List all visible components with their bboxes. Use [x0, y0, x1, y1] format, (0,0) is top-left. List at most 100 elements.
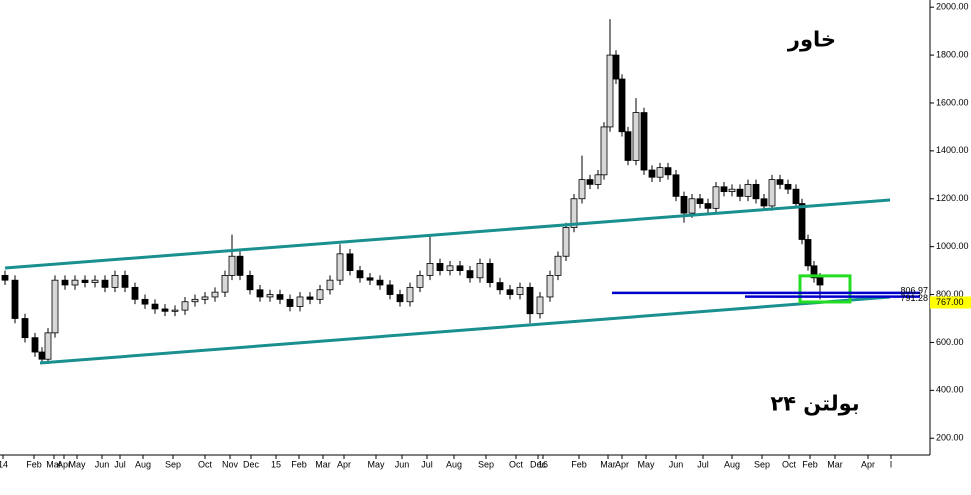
candle-body [256, 289, 264, 298]
y-tick-label: 400.00 [936, 385, 964, 395]
candle-body [594, 174, 602, 185]
y-tick-label: 1800.00 [936, 49, 969, 59]
level-label: 806.97 [900, 285, 928, 295]
candle-body [704, 203, 712, 209]
y-tick-label: 800.00 [936, 289, 964, 299]
candle-body [326, 279, 334, 291]
x-tick-label: Jun [669, 459, 684, 469]
x-tick-label: Apr [57, 459, 71, 469]
candle-body [656, 167, 664, 178]
candle-body [664, 167, 672, 176]
x-tick-label: Mar [46, 459, 62, 469]
candle-body [554, 255, 562, 276]
candle-body [570, 198, 578, 228]
candle-body [121, 274, 129, 288]
candle-body [720, 186, 728, 192]
x-tick-label: Sep [754, 459, 770, 469]
y-tick-label: 1400.00 [936, 145, 969, 155]
x-tick-label: Mar [315, 459, 331, 469]
candle-body [536, 296, 544, 315]
candle-body [752, 183, 760, 200]
x-tick-label: Oct [782, 459, 797, 469]
candle-body [446, 265, 454, 272]
x-tick-label: I [890, 459, 893, 469]
x-tick-label: Jun [395, 459, 410, 469]
x-tick-label: Mar [600, 459, 616, 469]
candle-body [776, 179, 784, 185]
candle-body [11, 279, 19, 319]
candle-body [71, 279, 79, 286]
candle-body [396, 294, 404, 303]
candle-body [246, 274, 254, 291]
candle-body [1, 274, 9, 281]
y-tick-label: 600.00 [936, 337, 964, 347]
candle-body [31, 337, 39, 353]
candle-body [81, 279, 89, 283]
x-tick-label: Jun [95, 459, 110, 469]
x-tick-label: Jul [114, 459, 126, 469]
candle-body [151, 303, 159, 310]
candle-body [306, 296, 314, 300]
x-tick-label: 14 [0, 459, 8, 469]
candle-body [736, 188, 744, 197]
candle-body [506, 289, 514, 295]
x-tick-label: 15 [271, 459, 281, 469]
candle-body [416, 274, 424, 288]
candle-body [366, 277, 374, 281]
candle-body [496, 282, 504, 291]
candle-body [696, 198, 704, 204]
candle-body [526, 286, 534, 315]
candle-body [606, 54, 614, 128]
y-tick-label: 1000.00 [936, 241, 969, 251]
last-price-box [930, 296, 971, 309]
x-tick-label: Feb [571, 459, 587, 469]
x-tick-label: May [367, 459, 385, 469]
candle-body [744, 183, 752, 197]
x-tick-label: Aug [135, 459, 151, 469]
candle-body [456, 265, 464, 272]
candle-body [386, 284, 394, 295]
x-tick-label: Nov [222, 459, 239, 469]
candle-body [688, 198, 696, 214]
candle-body [181, 301, 189, 311]
candle-body [286, 298, 294, 307]
candle-body [376, 279, 384, 286]
candle-body [221, 274, 229, 293]
level-label: 791.28 [900, 293, 928, 303]
x-tick-label: Feb [291, 459, 307, 469]
candle-body [810, 265, 818, 279]
candle-body [586, 179, 594, 185]
candle-body [798, 203, 806, 240]
candle-body [640, 112, 648, 171]
x-tick-label: Aug [446, 459, 462, 469]
x-tick-label: Dec [530, 459, 547, 469]
candle-body [228, 255, 236, 276]
x-tick-label: Oct [198, 459, 213, 469]
x-tick-label: Feb [802, 459, 818, 469]
candle-body [760, 198, 768, 207]
watermark: خاور [787, 28, 836, 52]
candle-body [131, 286, 139, 300]
candle-body [91, 279, 99, 283]
candle-body [191, 298, 199, 303]
candle-body [466, 270, 474, 279]
candle-body [51, 279, 59, 334]
x-tick-label: Apr [861, 459, 875, 469]
candle-body [111, 274, 119, 288]
candle-body [21, 318, 29, 339]
candle-body [680, 195, 688, 214]
candle-body [426, 263, 434, 276]
last-price-label: 767.00 [936, 297, 964, 307]
candle-body [728, 188, 736, 192]
candle-body [784, 183, 792, 190]
candle-body [618, 78, 626, 133]
x-tick-label: Mar [827, 459, 843, 469]
y-tick-label: 2000.00 [936, 2, 969, 12]
x-tick-label: Jul [421, 459, 433, 469]
y-tick-label: 200.00 [936, 433, 964, 443]
trend-line [4, 198, 891, 270]
candle-body [266, 294, 274, 298]
x-tick-label: Sep [165, 459, 181, 469]
